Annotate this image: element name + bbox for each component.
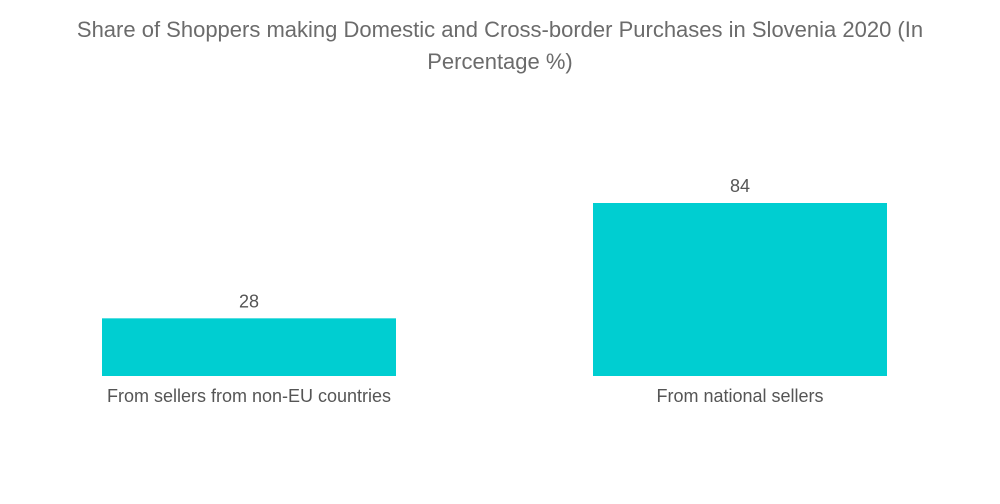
chart-title: Share of Shoppers making Domestic and Cr…	[0, 14, 1000, 78]
data-label-1: 84	[730, 176, 750, 196]
category-label-1: From national sellers	[656, 386, 823, 406]
category-label-0: From sellers from non-EU countries	[107, 386, 391, 406]
data-label-0: 28	[239, 291, 259, 311]
bar-0	[102, 318, 396, 376]
chart-title-text: Share of Shoppers making Domestic and Cr…	[76, 17, 924, 74]
bar-1	[593, 203, 887, 376]
